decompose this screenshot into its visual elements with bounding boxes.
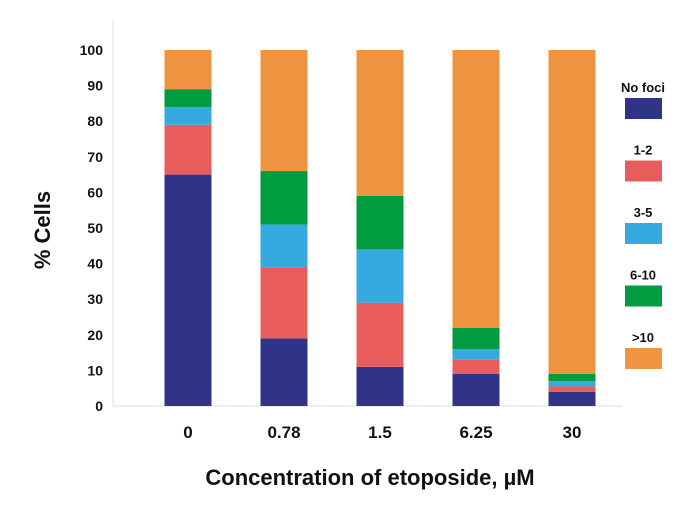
bar-segment [452, 359, 500, 374]
legend-label: >10 [632, 330, 654, 345]
y-tick-label: 70 [87, 149, 103, 165]
bar-segment [164, 124, 212, 175]
legend-label: 1-2 [634, 143, 653, 158]
bar-segment [356, 50, 404, 196]
legend-label: No foci [621, 80, 665, 95]
bar-segment [260, 50, 308, 172]
legend-swatch [625, 348, 662, 369]
y-tick-label: 60 [87, 184, 103, 200]
bar-segment [164, 174, 212, 406]
bar-segment [356, 195, 404, 250]
bar-segment [548, 391, 596, 406]
legend-label: 3-5 [634, 205, 653, 220]
legend-swatch [625, 285, 662, 307]
bar-segment [260, 224, 308, 268]
y-tick-label: 40 [87, 256, 103, 272]
legend-label: 6-10 [630, 268, 656, 283]
x-tick-label: 6.25 [459, 423, 492, 442]
bar-segment [164, 106, 212, 125]
bar-segment [356, 302, 404, 367]
bar-segment [548, 50, 596, 374]
bar-segment [356, 249, 404, 303]
y-axis-label: % Cells [30, 191, 55, 269]
bar-segment [260, 171, 308, 225]
y-tick-label: 10 [87, 362, 103, 378]
bar-segment [452, 373, 500, 406]
legend-swatch [625, 223, 662, 244]
bar-segment [452, 50, 500, 328]
bar-segment [164, 50, 212, 90]
bar-segment [260, 267, 308, 339]
bar-segment [548, 386, 596, 392]
bar-segment [164, 89, 212, 107]
y-tick-label: 80 [87, 113, 103, 129]
x-tick-label: 0 [183, 423, 192, 442]
x-tick-label: 30 [563, 423, 582, 442]
x-tick-label: 0.78 [267, 423, 300, 442]
y-tick-label: 50 [87, 220, 103, 236]
y-tick-label: 90 [87, 78, 103, 94]
x-axis-label: Concentration of etoposide, µM [205, 465, 534, 490]
bar-segment [548, 381, 596, 387]
bar-segment [548, 373, 596, 382]
y-tick-label: 30 [87, 291, 103, 307]
bar-segment [452, 349, 500, 360]
bar-segment [356, 366, 404, 406]
y-tick-label: 20 [87, 327, 103, 343]
x-tick-label: 1.5 [368, 423, 392, 442]
bar-segment [452, 327, 500, 350]
y-tick-label: 0 [95, 398, 103, 414]
legend-swatch [625, 98, 662, 119]
y-tick-label: 100 [80, 42, 104, 58]
bar-segment [260, 338, 308, 406]
legend-swatch [625, 160, 662, 182]
